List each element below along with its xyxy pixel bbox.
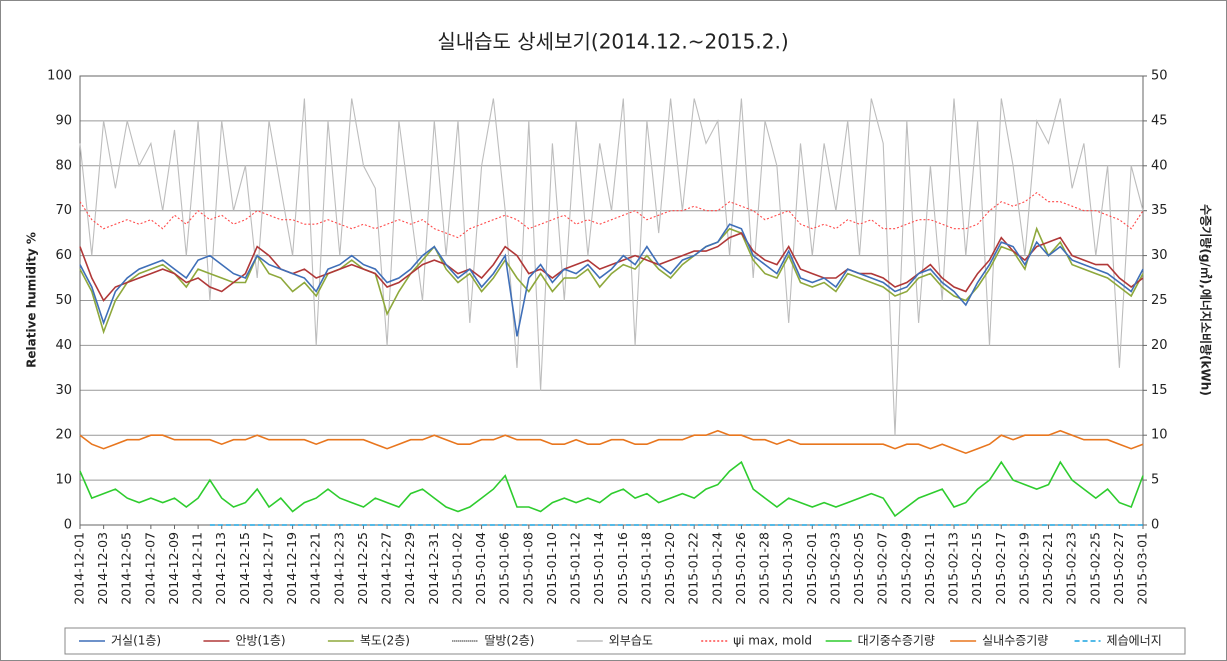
x-tick-label: 2015-02-09 <box>898 532 913 605</box>
y2-tick-label: 25 <box>1151 293 1168 308</box>
y2-tick-label: 45 <box>1151 113 1168 128</box>
x-tick-label: 2014-12-07 <box>142 532 157 605</box>
x-tick-label: 2014-12-05 <box>119 532 134 605</box>
x-tick-label: 2015-01-14 <box>591 532 606 605</box>
legend-label: 거실(1층) <box>111 634 161 648</box>
x-tick-label: 2014-12-17 <box>260 532 275 605</box>
series-line <box>79 232 1144 302</box>
y-tick-label: 10 <box>55 473 72 488</box>
x-tick-label: 2014-12-15 <box>237 532 252 605</box>
series-line <box>79 460 1144 518</box>
x-tick-label: 2014-12-11 <box>190 532 205 605</box>
x-tick-label: 2015-02-23 <box>1064 532 1079 605</box>
y2-tick-label: 15 <box>1151 383 1168 398</box>
x-tick-label: 2015-01-08 <box>520 532 535 605</box>
x-tick-label: 2015-02-03 <box>827 532 842 605</box>
y2-tick-label: 50 <box>1151 69 1168 84</box>
x-tick-label: 2015-01-28 <box>757 532 772 605</box>
x-tick-label: 2015-02-07 <box>875 532 890 605</box>
x-tick-label: 2015-02-25 <box>1087 532 1102 605</box>
series-line <box>79 223 1144 337</box>
x-tick-label: 2015-02-17 <box>993 532 1008 605</box>
series-line <box>79 192 1144 239</box>
legend-label: 안방(1층) <box>235 634 285 648</box>
chart-title: 실내습도 상세보기(2014.12.~2015.2.) <box>437 30 788 54</box>
y-tick-label: 100 <box>47 69 72 84</box>
series-line <box>79 98 1144 436</box>
y-tick-label: 70 <box>55 203 72 218</box>
x-tick-label: 2014-12-29 <box>402 532 417 605</box>
x-tick-label: 2014-12-13 <box>213 532 228 605</box>
x-tick-label: 2014-12-03 <box>95 532 110 605</box>
legend-label: 딸방(2층) <box>484 634 534 648</box>
y-tick-label: 50 <box>55 293 72 308</box>
legend-box <box>64 627 1186 655</box>
x-tick-label: 2015-01-26 <box>733 532 748 605</box>
x-tick-label: 2015-01-02 <box>449 532 464 605</box>
x-tick-label: 2015-01-20 <box>662 532 677 605</box>
x-tick-label: 2015-01-30 <box>780 532 795 605</box>
x-tick-label: 2014-12-27 <box>379 532 394 605</box>
x-tick-label: 2015-02-21 <box>1040 532 1055 605</box>
y2-tick-label: 20 <box>1151 338 1168 353</box>
x-tick-label: 2015-01-06 <box>497 532 512 605</box>
x-tick-label: 2015-01-24 <box>709 532 724 605</box>
x-tick-label: 2015-02-11 <box>922 532 937 605</box>
legend-label: 외부습도 <box>609 634 653 648</box>
x-tick-label: 2015-01-04 <box>473 532 488 605</box>
y2-tick-label: 10 <box>1151 428 1168 443</box>
y-tick-label: 40 <box>55 338 72 353</box>
x-tick-label: 2015-01-16 <box>615 532 630 605</box>
x-tick-label: 2015-02-05 <box>851 532 866 605</box>
x-tick-label: 2014-12-31 <box>426 532 441 605</box>
x-tick-label: 2015-02-15 <box>969 532 984 605</box>
legend-label: 대기중수증기량 <box>858 634 935 648</box>
x-tick-label: 2015-03-01 <box>1135 532 1150 605</box>
y-tick-label: 20 <box>55 428 72 443</box>
y2-tick-label: 30 <box>1151 248 1168 263</box>
y2-axis-label: 수증기량(g/㎥),에너지소비량(kWh) <box>1199 204 1214 396</box>
legend-label: 복도(2층) <box>360 634 410 648</box>
x-tick-label: 2015-02-01 <box>804 532 819 605</box>
x-tick-label: 2015-02-27 <box>1111 532 1126 605</box>
x-tick-label: 2015-01-10 <box>544 532 559 605</box>
legend-label: 실내수증기량 <box>982 634 1048 648</box>
x-tick-label: 2015-01-18 <box>638 532 653 605</box>
x-tick-label: 2015-02-19 <box>1016 532 1031 605</box>
y2-tick-label: 40 <box>1151 158 1168 173</box>
series-line <box>79 429 1144 455</box>
x-tick-label: 2014-12-09 <box>166 532 181 605</box>
x-tick-label: 2015-01-12 <box>568 532 583 605</box>
x-tick-label: 2014-12-01 <box>72 532 87 605</box>
y-axis-label: Relative humidity % <box>25 232 39 368</box>
y-tick-label: 30 <box>55 383 72 398</box>
x-tick-label: 2014-12-25 <box>355 532 370 605</box>
x-tick-label: 2014-12-19 <box>284 532 299 605</box>
y-tick-label: 60 <box>55 248 72 263</box>
y2-tick-label: 5 <box>1151 473 1159 488</box>
y2-tick-label: 35 <box>1151 203 1168 218</box>
y2-tick-label: 0 <box>1151 518 1159 533</box>
x-tick-label: 2014-12-23 <box>331 532 346 605</box>
legend-label: 제습에너지 <box>1107 634 1162 648</box>
y-tick-label: 80 <box>55 158 72 173</box>
legend-label: ψi max, mold <box>733 634 812 648</box>
y-tick-label: 0 <box>64 518 72 533</box>
x-tick-label: 2015-01-22 <box>686 532 701 605</box>
y-tick-label: 90 <box>55 113 72 128</box>
x-tick-label: 2015-02-13 <box>946 532 961 605</box>
x-tick-label: 2014-12-21 <box>308 532 323 605</box>
